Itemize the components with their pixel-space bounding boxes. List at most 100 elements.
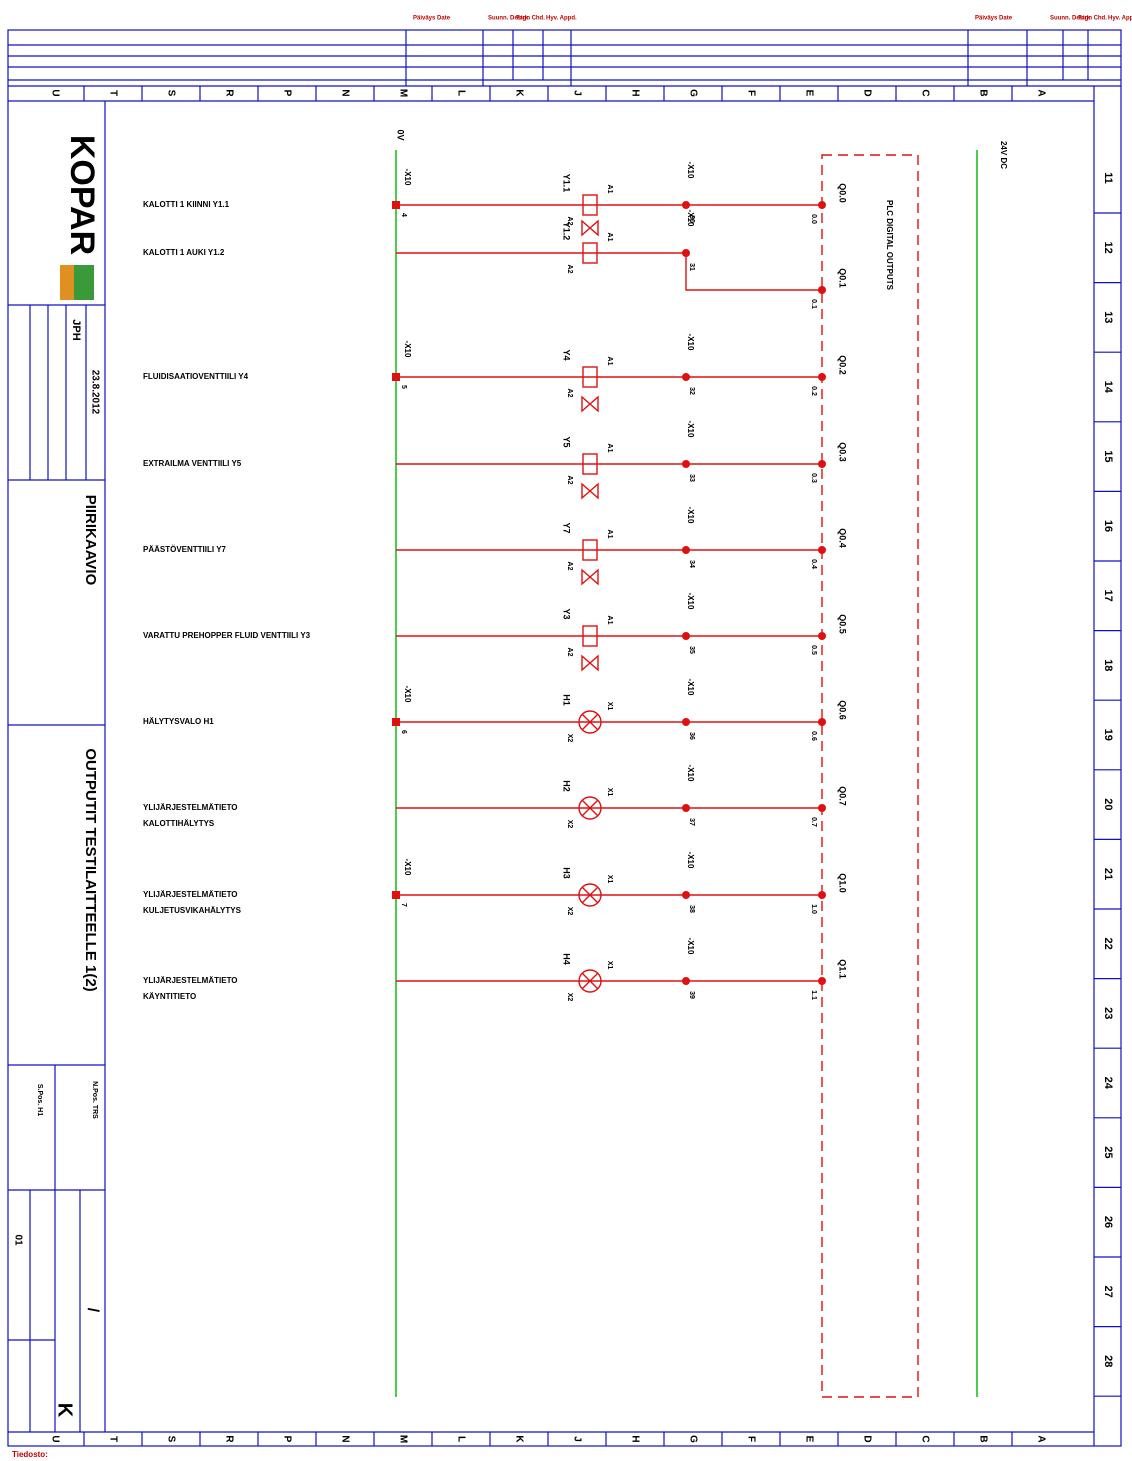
circuit-label: PÄÄSTÖVENTTIILI Y7 [143, 545, 227, 554]
s-pos: S.Pos. H1 [36, 1084, 43, 1116]
column-letter: S [165, 90, 176, 97]
pin-label: A1 [606, 357, 613, 366]
wire [686, 253, 822, 290]
column-letter: L [455, 90, 466, 96]
column-letter: R [223, 89, 234, 97]
terminal-block: -X10 [686, 593, 695, 610]
row-number: 17 [1102, 589, 1114, 601]
output-point [818, 718, 826, 726]
output-address: 1.1 [810, 990, 817, 1000]
header-label: Hyv. Appd. [546, 16, 577, 22]
column-letter: B [977, 1435, 988, 1442]
terminal-block: -X10 [686, 507, 695, 524]
pin-label: X1 [606, 875, 613, 884]
row-number: 16 [1102, 520, 1114, 532]
revision: / [84, 1308, 101, 1313]
mark: K [54, 1403, 76, 1418]
pin-label: A1 [606, 530, 613, 539]
output-point [818, 977, 826, 985]
pin-label: A1 [606, 616, 613, 625]
circuit-label: EXTRAILMA VENTTIILI Y5 [143, 459, 242, 468]
column-letter: L [455, 1436, 466, 1442]
row-number: 26 [1102, 1216, 1114, 1228]
device-label: Y7 [562, 522, 572, 533]
terminal [682, 891, 690, 899]
device-label: Y1.1 [562, 174, 572, 193]
column-letter: F [745, 90, 756, 96]
pin-label: A2 [566, 265, 573, 274]
header-label: Päiväys Date [975, 16, 1013, 22]
device-label: H1 [562, 694, 572, 706]
terminal-block: -X10 [686, 421, 695, 438]
terminal-block: -X10 [686, 162, 695, 179]
output-label: Q0.7 [838, 786, 848, 806]
column-letter: H [629, 1435, 640, 1442]
date: 23.8.2012 [89, 370, 100, 415]
circuit-label: FLUIDISAATIOVENTTIILI Y4 [143, 372, 249, 381]
pin-label: X2 [566, 734, 573, 743]
output-label: Q0.3 [838, 442, 848, 462]
column-letter: C [919, 1435, 930, 1442]
terminal-number: 7 [400, 903, 407, 907]
row-number: 27 [1102, 1285, 1114, 1297]
header-label: Päiväys Date [413, 16, 451, 22]
terminal-block: -X10 [686, 852, 695, 869]
circuit-label: KALOTTIHÄLYTYS [143, 819, 215, 828]
column-letter: U [49, 1435, 60, 1442]
output-point [818, 546, 826, 554]
schematic-sheet: Päiväys DatePäiväys DateSuunn. DesignSuu… [0, 0, 1132, 1461]
terminal-number: 38 [688, 905, 695, 913]
output-point [818, 460, 826, 468]
pin-label: X1 [606, 702, 613, 711]
column-letter: P [281, 1436, 292, 1443]
footer: Tiedosto: [12, 1450, 48, 1459]
pin-label: A2 [566, 648, 573, 657]
terminal [682, 718, 690, 726]
device-label: H2 [562, 780, 572, 792]
drawing-title: OUTPUTIT TESTILAITTEELLE 1(2) [82, 748, 99, 991]
column-letter: M [397, 1435, 408, 1443]
row-number: 13 [1102, 311, 1114, 323]
logo: KOPAR [63, 135, 101, 255]
circuit-label: KALOTTI 1 KIINNI Y1.1 [143, 200, 230, 209]
terminal [682, 201, 690, 209]
pin-label: A1 [606, 444, 613, 453]
terminal [682, 546, 690, 554]
device-label: H4 [562, 953, 572, 965]
device-label: H3 [562, 867, 572, 879]
output-label: Q0.4 [838, 528, 848, 548]
rail-label: 0V [396, 129, 406, 140]
output-address: 0.6 [810, 731, 817, 741]
output-point [818, 804, 826, 812]
column-letter: G [687, 1435, 698, 1443]
column-letter: T [107, 90, 118, 96]
column-letter: J [571, 90, 582, 96]
pin-label: A1 [606, 185, 613, 194]
output-address: 0.5 [810, 645, 817, 655]
output-point [818, 891, 826, 899]
column-letter: D [861, 1435, 872, 1442]
sheet: 01 [12, 1234, 23, 1246]
rail-terminal [392, 373, 400, 381]
terminal-block: -X10 [403, 341, 412, 358]
terminal-block: -X10 [686, 938, 695, 955]
pin-label: X2 [566, 820, 573, 829]
terminal-number: 37 [688, 818, 695, 826]
row-number: 20 [1102, 798, 1114, 810]
rail-terminal [392, 891, 400, 899]
terminal-block: -X10 [403, 859, 412, 876]
output-address: 0.3 [810, 473, 817, 483]
valve [582, 484, 598, 498]
terminal-block: -X10 [686, 334, 695, 351]
terminal-block: -X10 [686, 765, 695, 782]
drawing-type: PIIRIKAAVIO [82, 495, 99, 586]
rail-label: 24V DC [999, 141, 1008, 169]
valve [582, 221, 598, 235]
output-address: 1.0 [810, 904, 817, 914]
column-letter: P [281, 90, 292, 97]
row-number: 11 [1102, 172, 1114, 184]
column-letter: U [49, 89, 60, 96]
pin-label: X1 [606, 961, 613, 970]
logo-mark-accent [60, 265, 74, 300]
terminal-number: 31 [688, 263, 695, 271]
